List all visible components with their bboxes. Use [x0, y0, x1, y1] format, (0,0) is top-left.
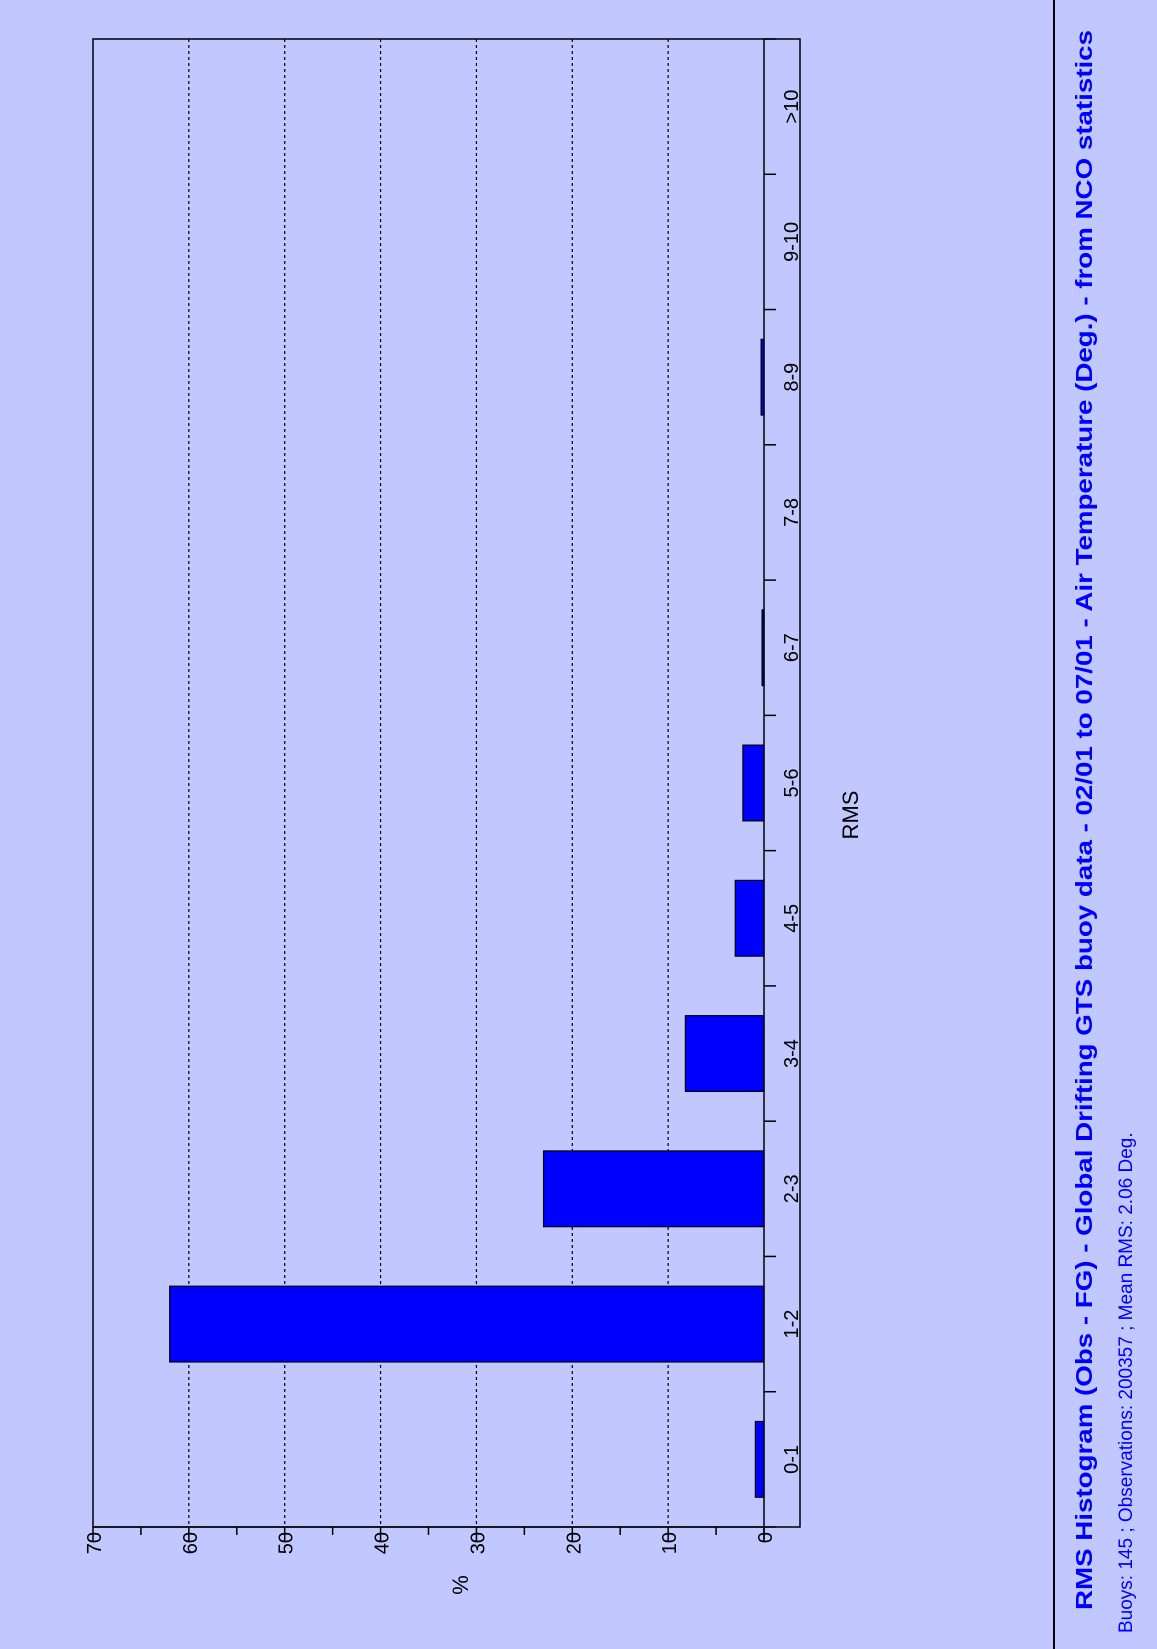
- bar: [684, 1015, 765, 1093]
- x-axis-label: RMS: [838, 791, 863, 840]
- category-tick-label: >10: [781, 90, 803, 124]
- chart-subtitle: Buoys: 145 ; Observations: 200357 ; Mean…: [1116, 1132, 1137, 1633]
- value-tick-label: 50: [276, 1532, 298, 1554]
- category-tick-label: 7-8: [781, 498, 803, 527]
- tick-labels: 0 10 20 30 40 50 60 70 0-1 1-2 2-3 3-4 4-5 5-6 6-7 7-8 8…: [84, 90, 803, 1555]
- grid-lines: [188, 39, 669, 1527]
- category-tick-label: 1-2: [781, 1310, 803, 1339]
- bar: [169, 1285, 765, 1363]
- bar: [742, 744, 765, 822]
- category-tick-label: 8-9: [781, 363, 803, 392]
- y-axis-label: %: [448, 1575, 473, 1595]
- value-tick-label: 0: [755, 1532, 777, 1543]
- value-tick-label: 40: [372, 1532, 394, 1554]
- category-tick-label: 9-10: [781, 222, 803, 262]
- bar: [542, 1150, 765, 1228]
- category-tick-label: 2-3: [781, 1174, 803, 1203]
- value-tick-label: 60: [180, 1532, 202, 1554]
- value-tick-label: 20: [563, 1532, 585, 1554]
- value-tick-label: 10: [659, 1532, 681, 1554]
- category-tick-label: 0-1: [781, 1445, 803, 1474]
- category-tick-label: 4-5: [781, 904, 803, 933]
- category-tick-label: 5-6: [781, 769, 803, 798]
- value-tick-label: 30: [467, 1532, 489, 1554]
- bars: [169, 338, 765, 1498]
- value-tick-label: 70: [84, 1532, 106, 1554]
- category-tick-label: 6-7: [781, 633, 803, 662]
- axes: [92, 38, 776, 1541]
- bar: [734, 879, 765, 957]
- chart-title: RMS Histogram (Obs - FG) - Global Drifti…: [1071, 30, 1097, 1610]
- bar: [754, 1420, 765, 1498]
- category-tick-label: 3-4: [781, 1039, 803, 1068]
